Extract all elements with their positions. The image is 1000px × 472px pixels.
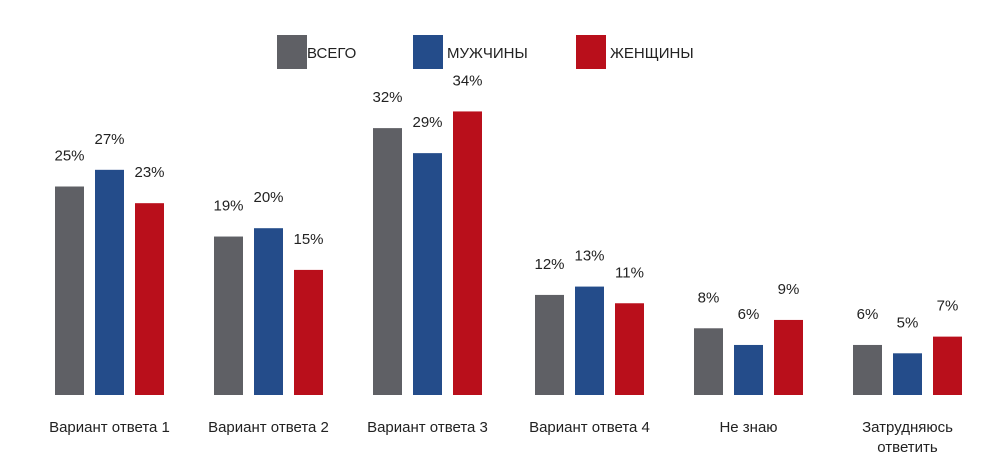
value-label-5-3: 9%	[778, 281, 800, 298]
bar-6-2	[893, 353, 922, 395]
legend: ВСЕГО МУЖЧИНЫ ЖЕНЩИНЫ	[277, 35, 694, 69]
bar-1-1	[55, 186, 84, 395]
bar-3-3	[453, 111, 482, 395]
legend-swatch-2	[413, 35, 443, 69]
bar-4-2	[575, 286, 604, 395]
value-label-5-1: 8%	[698, 289, 720, 306]
category-label-3: Вариант ответа 3	[367, 419, 488, 436]
value-labels: 25% 27% 23% 19% 20% 15% 32% 29% 34% 12% 13% 11% 8% 6%…	[54, 72, 958, 331]
category-label-2: Вариант ответа 2	[208, 419, 329, 436]
legend-swatch-1	[277, 35, 307, 69]
value-label-5-2: 6%	[738, 306, 760, 323]
bar-6-1	[853, 344, 882, 395]
value-label-6-3: 7%	[937, 298, 959, 315]
value-label-2-2: 20%	[253, 189, 283, 206]
value-label-1-1: 25%	[54, 148, 84, 165]
bar-3-1	[373, 128, 402, 395]
bar-4-1	[535, 294, 564, 395]
category-label-6-line-2: ответить	[877, 439, 938, 456]
value-label-4-2: 13%	[574, 248, 604, 265]
value-label-3-3: 34%	[452, 72, 482, 89]
value-label-2-3: 15%	[293, 231, 323, 248]
value-label-1-3: 23%	[134, 164, 164, 181]
bar-2-1	[214, 236, 243, 395]
category-label-1: Вариант ответа 1	[49, 419, 170, 436]
value-label-4-1: 12%	[534, 256, 564, 273]
bar-5-2	[734, 344, 763, 395]
bar-5-3	[774, 319, 803, 395]
legend-label-1: ВСЕГО	[307, 45, 356, 62]
bar-3-2	[413, 153, 442, 395]
value-label-3-2: 29%	[412, 114, 442, 131]
bar-4-3	[615, 303, 644, 395]
bar-1-2	[95, 169, 124, 395]
value-label-1-2: 27%	[94, 131, 124, 148]
value-label-3-1: 32%	[372, 89, 402, 106]
category-label-6-line-1: Затрудняюсь	[862, 419, 953, 436]
value-label-6-2: 5%	[897, 314, 919, 331]
value-label-2-1: 19%	[213, 198, 243, 215]
bar-2-3	[294, 269, 323, 395]
bar-5-1	[694, 328, 723, 395]
category-label-5: Не знаю	[719, 419, 777, 436]
bar-1-3	[135, 203, 164, 395]
category-labels: Вариант ответа 1 Вариант ответа 2 Вариант …	[49, 419, 953, 456]
legend-swatch-3	[576, 35, 606, 69]
bar-6-3	[933, 336, 962, 395]
value-label-6-1: 6%	[857, 306, 879, 323]
category-label-4: Вариант ответа 4	[529, 419, 650, 436]
legend-label-2: МУЖЧИНЫ	[447, 45, 528, 62]
bar-2-2	[254, 228, 283, 395]
value-label-4-3: 11%	[615, 264, 644, 281]
legend-label-3: ЖЕНЩИНЫ	[610, 45, 694, 62]
bars	[55, 111, 962, 395]
